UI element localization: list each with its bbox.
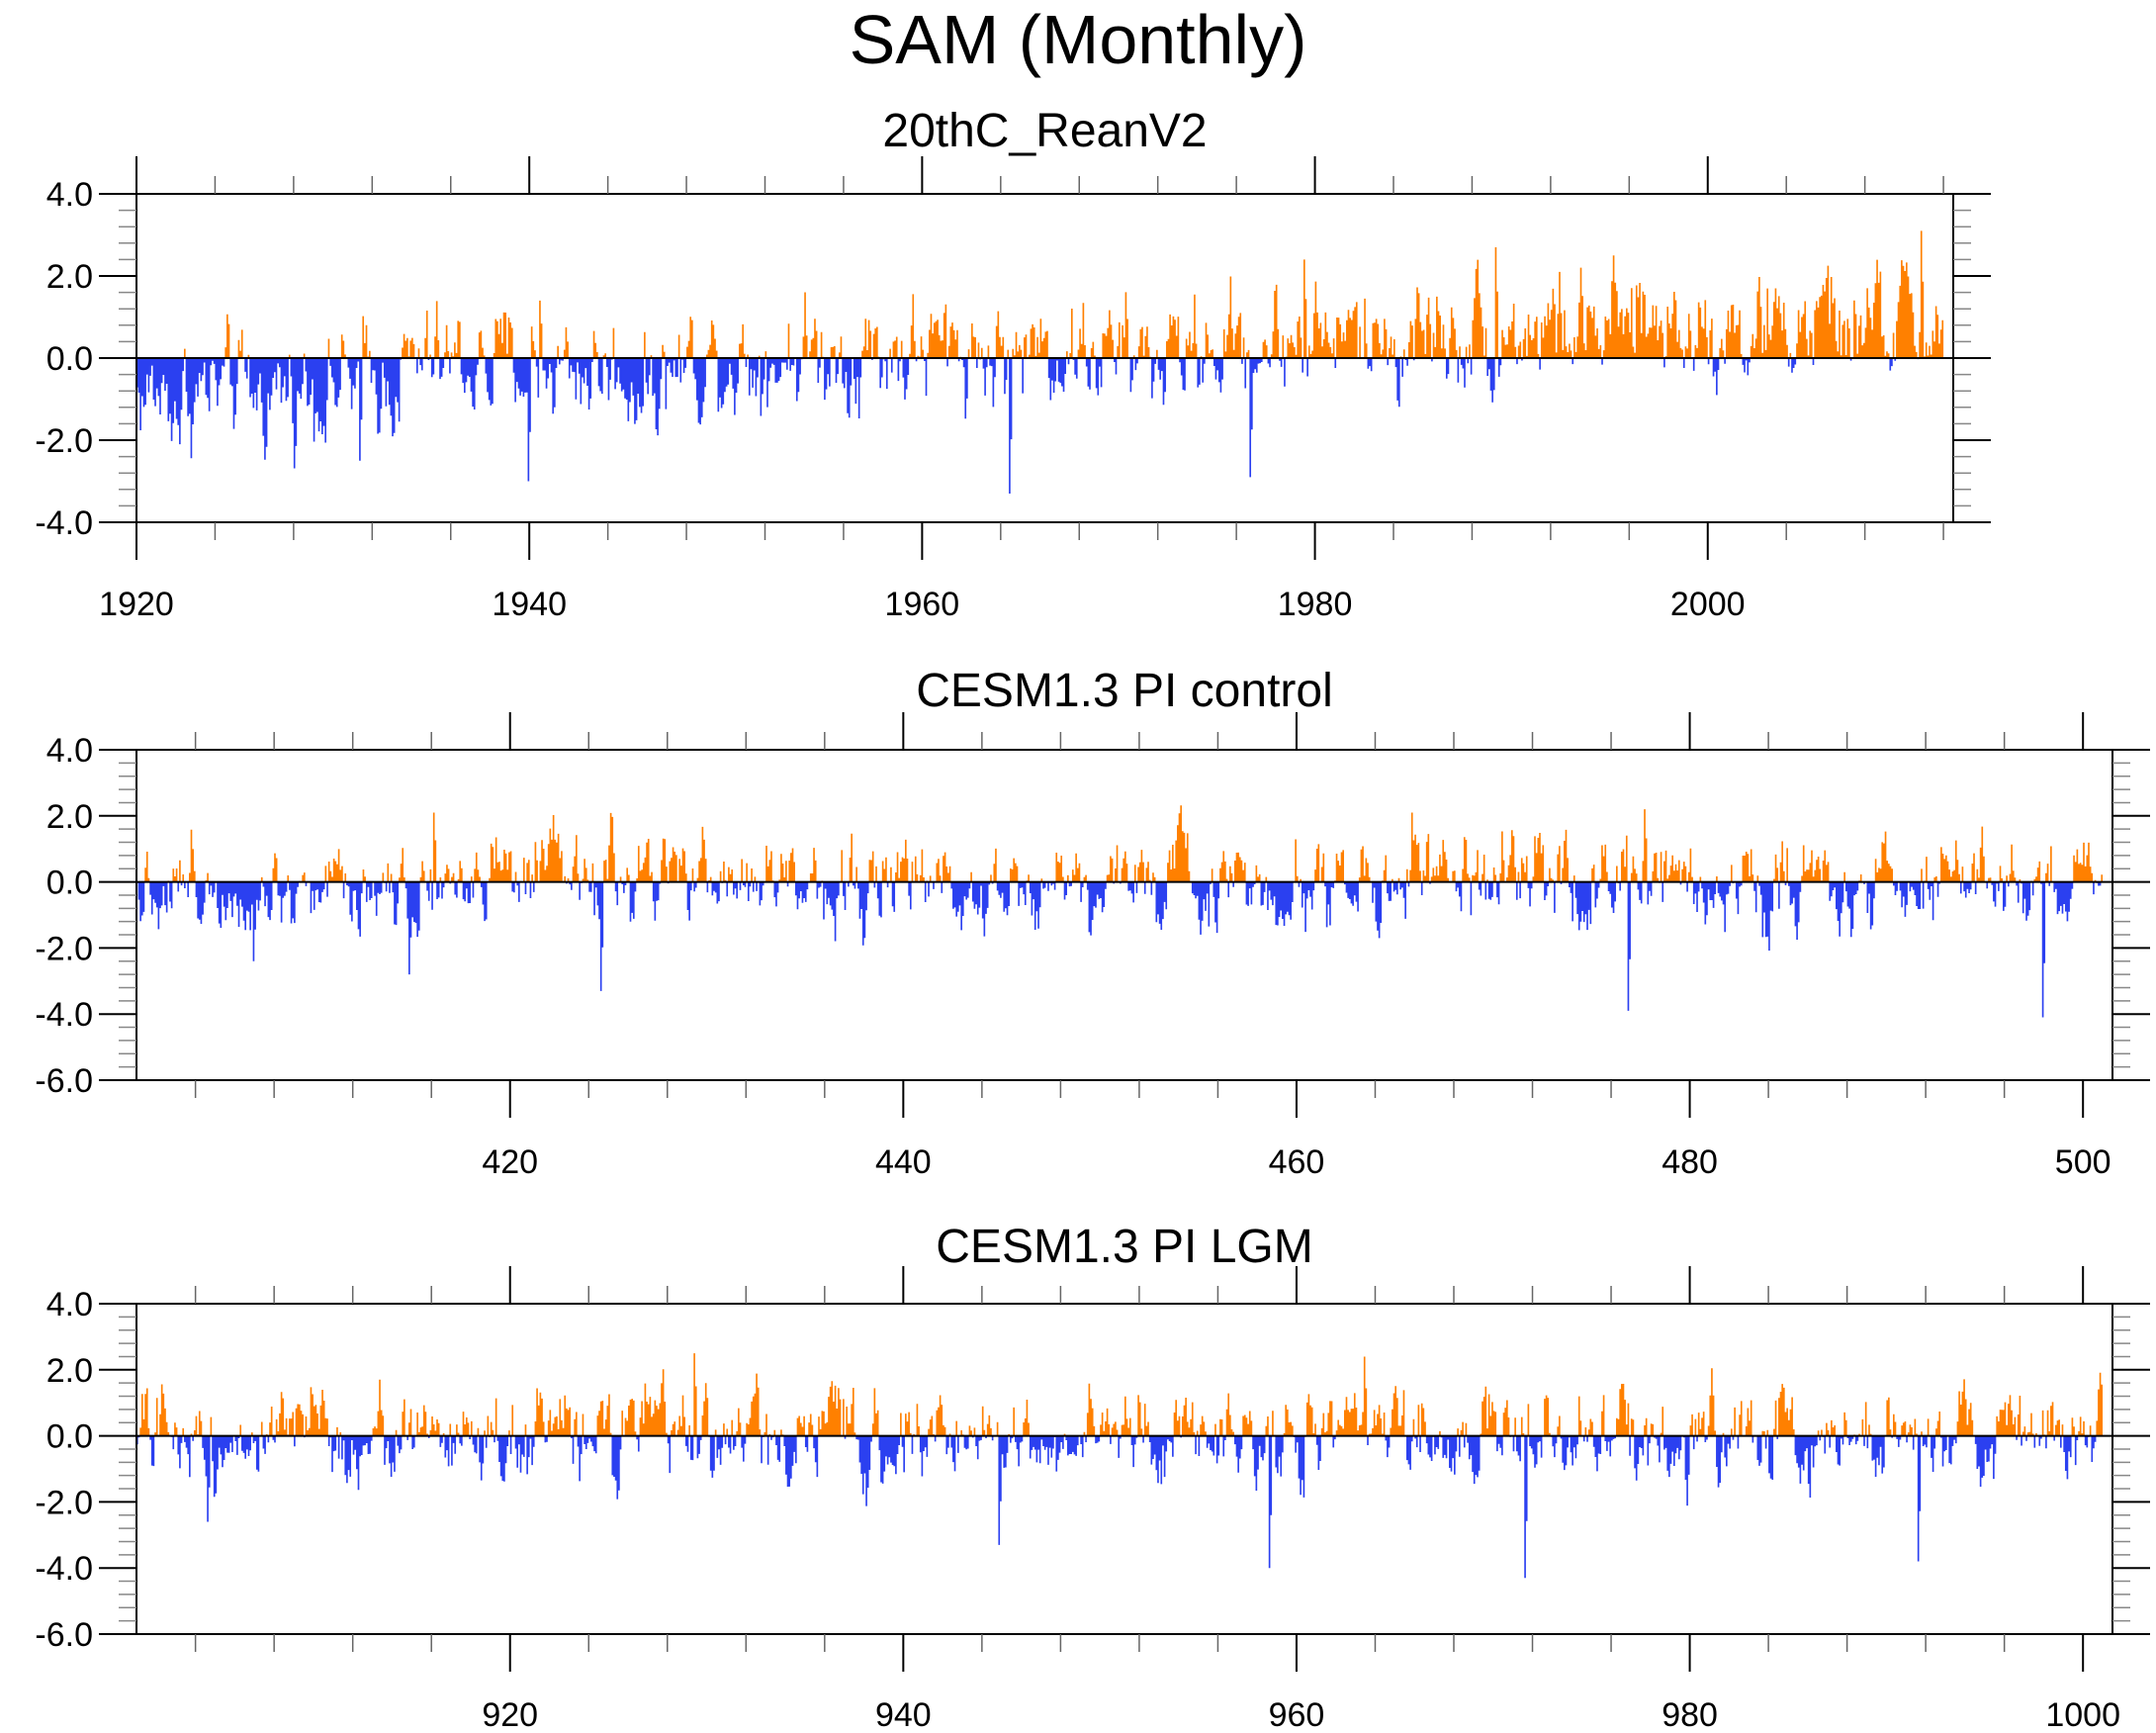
x-tick-label: 420 bbox=[482, 1143, 538, 1181]
x-tick-label: 1940 bbox=[492, 586, 567, 623]
panel-title: CESM1.3 PI LGM bbox=[936, 1221, 1312, 1273]
y-tick-label: -6.0 bbox=[35, 1616, 93, 1654]
y-tick-label: 2.0 bbox=[46, 1352, 93, 1390]
panel-title: CESM1.3 PI control bbox=[916, 665, 1333, 717]
x-tick-label: 920 bbox=[482, 1696, 538, 1733]
panel-title: 20thC_ReanV2 bbox=[882, 105, 1207, 157]
y-tick-label: -6.0 bbox=[35, 1062, 93, 1100]
x-tick-label: 980 bbox=[1662, 1696, 1718, 1733]
x-tick-label: 1960 bbox=[885, 586, 960, 623]
panel-cesm-pi-control: CESM1.3 PI control 4.0 2.0 0.0 -2.0 -4.0 -6.0 4… bbox=[35, 665, 2150, 1181]
y-tick-label: 2.0 bbox=[46, 798, 93, 836]
y-tick-label: 0.0 bbox=[46, 865, 93, 902]
panel-20thc-reanv2: 20thC_ReanV2 4.0 2.0 0.0 -2.0 -4.0 1920 1940 196… bbox=[35, 105, 1991, 623]
panel-cesm-pi-lgm: CESM1.3 PI LGM 4.0 2.0 0.0 -2.0 -4.0 -6.0 920 94… bbox=[35, 1221, 2150, 1733]
y-tick-label: 4.0 bbox=[46, 1286, 93, 1323]
x-tick-label: 440 bbox=[875, 1143, 932, 1181]
y-tick-label: 4.0 bbox=[46, 732, 93, 770]
y-tick-label: 4.0 bbox=[46, 176, 93, 214]
plot-frame bbox=[135, 1303, 2113, 1635]
figure-title: SAM (Monthly) bbox=[849, 1, 1307, 78]
x-tick-label: 480 bbox=[1662, 1143, 1718, 1181]
x-tick-label: 1980 bbox=[1278, 586, 1353, 623]
y-tick-label: -4.0 bbox=[35, 1550, 93, 1588]
y-tick-label: 0.0 bbox=[46, 1418, 93, 1456]
positive-bars bbox=[183, 230, 1944, 358]
negative-bars bbox=[136, 881, 2102, 1018]
y-tick-label: -2.0 bbox=[35, 422, 93, 460]
y-tick-label: -2.0 bbox=[35, 1484, 93, 1521]
plot-frame bbox=[135, 749, 2113, 1081]
y-tick-label: -4.0 bbox=[35, 996, 93, 1034]
x-tick-label: 960 bbox=[1269, 1696, 1325, 1733]
positive-bars bbox=[139, 1353, 2104, 1436]
x-tick-label: 1000 bbox=[2045, 1696, 2120, 1733]
y-tick-label: -4.0 bbox=[35, 504, 93, 542]
y-tick-label: 2.0 bbox=[46, 258, 93, 296]
x-tick-label: 1920 bbox=[99, 586, 174, 623]
negative-bars bbox=[136, 1435, 2097, 1579]
positive-bars bbox=[144, 805, 2104, 882]
y-tick-label: -2.0 bbox=[35, 930, 93, 967]
x-tick-label: 940 bbox=[875, 1696, 932, 1733]
negative-bars bbox=[136, 358, 1920, 494]
y-tick-label: 0.0 bbox=[46, 340, 93, 378]
x-tick-label: 460 bbox=[1269, 1143, 1325, 1181]
x-tick-label: 500 bbox=[2055, 1143, 2111, 1181]
x-tick-label: 2000 bbox=[1670, 586, 1746, 623]
